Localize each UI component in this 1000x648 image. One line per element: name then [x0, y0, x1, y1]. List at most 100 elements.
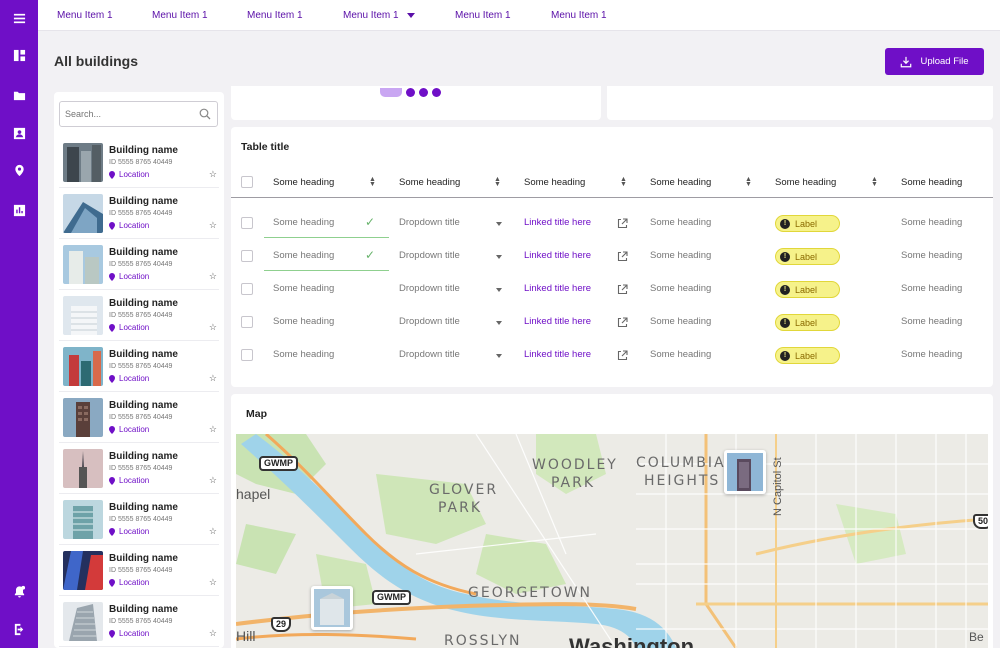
building-name: Building name: [109, 502, 178, 513]
analytics-icon[interactable]: [0, 199, 38, 221]
sort-icon[interactable]: ▲ ▼: [745, 176, 752, 188]
building-list-item[interactable]: Building name ID 5555 8765 40449 Location ☆: [59, 392, 219, 443]
building-location[interactable]: Location: [109, 425, 149, 434]
building-list-item[interactable]: Building name ID 5555 8765 40449 Location ☆: [59, 341, 219, 392]
linked-title[interactable]: Linked title here: [524, 349, 592, 360]
table-cell[interactable]: Some heading: [273, 283, 335, 294]
star-icon[interactable]: ☆: [208, 475, 217, 485]
column-header[interactable]: Some heading: [273, 177, 335, 188]
dropdown-cell[interactable]: Dropdown title: [399, 316, 460, 327]
chevron-down-icon[interactable]: [496, 321, 502, 325]
building-list-item[interactable]: Building name ID 5555 8765 40449 Location ☆: [59, 545, 219, 596]
row-checkbox[interactable]: [241, 349, 253, 361]
logout-icon[interactable]: [0, 618, 38, 640]
sort-icon[interactable]: ▲ ▼: [871, 176, 878, 188]
building-location[interactable]: Location: [109, 476, 149, 485]
menu-item-4-dropdown[interactable]: Menu Item 1: [343, 0, 415, 31]
building-location[interactable]: Location: [109, 629, 149, 638]
dashboard-icon[interactable]: [0, 44, 38, 66]
folder-icon[interactable]: [0, 84, 38, 106]
star-icon[interactable]: ☆: [208, 424, 217, 434]
sort-icon[interactable]: ▲ ▼: [369, 176, 376, 188]
upload-file-button[interactable]: Upload File: [885, 48, 984, 75]
table-cell[interactable]: Some heading: [273, 250, 335, 261]
building-location[interactable]: Location: [109, 272, 149, 281]
external-link-icon[interactable]: [617, 317, 628, 328]
column-header[interactable]: Some heading: [901, 177, 963, 188]
star-icon[interactable]: ☆: [208, 526, 217, 536]
linked-title[interactable]: Linked title here: [524, 250, 592, 261]
building-list-item[interactable]: Building name ID 5555 8765 40449 Location ☆: [59, 239, 219, 290]
building-location[interactable]: Location: [109, 374, 149, 383]
menu-item-2[interactable]: Menu Item 1: [152, 0, 208, 31]
building-list-item[interactable]: Building name ID 5555 8765 40449 Location ☆: [59, 494, 219, 545]
building-list-item[interactable]: Building name ID 5555 8765 40449 Location ☆: [59, 443, 219, 494]
building-location[interactable]: Location: [109, 323, 149, 332]
chevron-down-icon[interactable]: [496, 354, 502, 358]
table-cell[interactable]: Some heading: [273, 217, 335, 228]
building-location[interactable]: Location: [109, 578, 149, 587]
building-list-item[interactable]: Building name ID 5555 8765 40449 Location ☆: [59, 290, 219, 341]
star-icon[interactable]: ☆: [208, 628, 217, 638]
select-all-checkbox[interactable]: [241, 176, 253, 188]
external-link-icon[interactable]: [617, 251, 628, 262]
menu-item-1[interactable]: Menu Item 1: [57, 0, 113, 31]
menu-item-5[interactable]: Menu Item 1: [455, 0, 511, 31]
building-list-item[interactable]: Building name ID 5555 8765 40449 Location ☆: [59, 596, 219, 647]
building-list-item[interactable]: Building name ID 5555 8765 40449 Location ☆: [59, 137, 219, 188]
carousel-dot[interactable]: [406, 88, 415, 97]
table-cell[interactable]: Some heading: [273, 349, 335, 360]
building-location[interactable]: Location: [109, 221, 149, 230]
dropdown-cell[interactable]: Dropdown title: [399, 283, 460, 294]
menu-item-3[interactable]: Menu Item 1: [247, 0, 303, 31]
column-header[interactable]: Some heading: [650, 177, 712, 188]
location-pin-icon: [109, 221, 115, 230]
linked-title[interactable]: Linked title here: [524, 316, 592, 327]
star-icon[interactable]: ☆: [208, 220, 217, 230]
dropdown-cell[interactable]: Dropdown title: [399, 217, 460, 228]
column-header[interactable]: Some heading: [775, 177, 837, 188]
external-link-icon[interactable]: [617, 350, 628, 361]
star-icon[interactable]: ☆: [208, 577, 217, 587]
map-canvas[interactable]: GWMP GWMP hapel GLOVER PARK WOODLEY PARK…: [236, 434, 988, 648]
hamburger-icon[interactable]: [0, 7, 38, 29]
row-checkbox[interactable]: [241, 283, 253, 295]
location-pin-icon[interactable]: [0, 159, 38, 181]
sort-icon[interactable]: ▲ ▼: [494, 176, 501, 188]
map-title: Map: [246, 408, 267, 420]
map-building-marker[interactable]: [311, 586, 353, 630]
column-header[interactable]: Some heading: [524, 177, 586, 188]
chevron-down-icon[interactable]: [496, 255, 502, 259]
map-place-label: HEIGHTS: [644, 473, 721, 489]
carousel-dot[interactable]: [432, 88, 441, 97]
contacts-icon[interactable]: [0, 122, 38, 144]
row-checkbox[interactable]: [241, 250, 253, 262]
star-icon[interactable]: ☆: [208, 322, 217, 332]
external-link-icon[interactable]: [617, 218, 628, 229]
notifications-icon[interactable]: [0, 580, 38, 602]
carousel-dot-active[interactable]: [380, 88, 402, 97]
carousel-dot[interactable]: [419, 88, 428, 97]
dropdown-cell[interactable]: Dropdown title: [399, 250, 460, 261]
table-cell[interactable]: Some heading: [273, 316, 335, 327]
building-list-item[interactable]: Building name ID 5555 8765 40449 Location ☆: [59, 188, 219, 239]
linked-title[interactable]: Linked title here: [524, 283, 592, 294]
search-icon[interactable]: [199, 108, 211, 120]
star-icon[interactable]: ☆: [208, 271, 217, 281]
linked-title[interactable]: Linked title here: [524, 217, 592, 228]
row-checkbox[interactable]: [241, 217, 253, 229]
dropdown-cell[interactable]: Dropdown title: [399, 349, 460, 360]
column-header[interactable]: Some heading: [399, 177, 461, 188]
search-input[interactable]: [60, 102, 190, 126]
building-location[interactable]: Location: [109, 170, 149, 179]
building-location[interactable]: Location: [109, 527, 149, 536]
sort-icon[interactable]: ▲ ▼: [620, 176, 627, 188]
menu-item-6[interactable]: Menu Item 1: [551, 0, 607, 31]
star-icon[interactable]: ☆: [208, 373, 217, 383]
star-icon[interactable]: ☆: [208, 169, 217, 179]
map-building-marker[interactable]: [724, 450, 766, 494]
chevron-down-icon[interactable]: [496, 288, 502, 292]
row-checkbox[interactable]: [241, 316, 253, 328]
external-link-icon[interactable]: [617, 284, 628, 295]
chevron-down-icon[interactable]: [496, 222, 502, 226]
